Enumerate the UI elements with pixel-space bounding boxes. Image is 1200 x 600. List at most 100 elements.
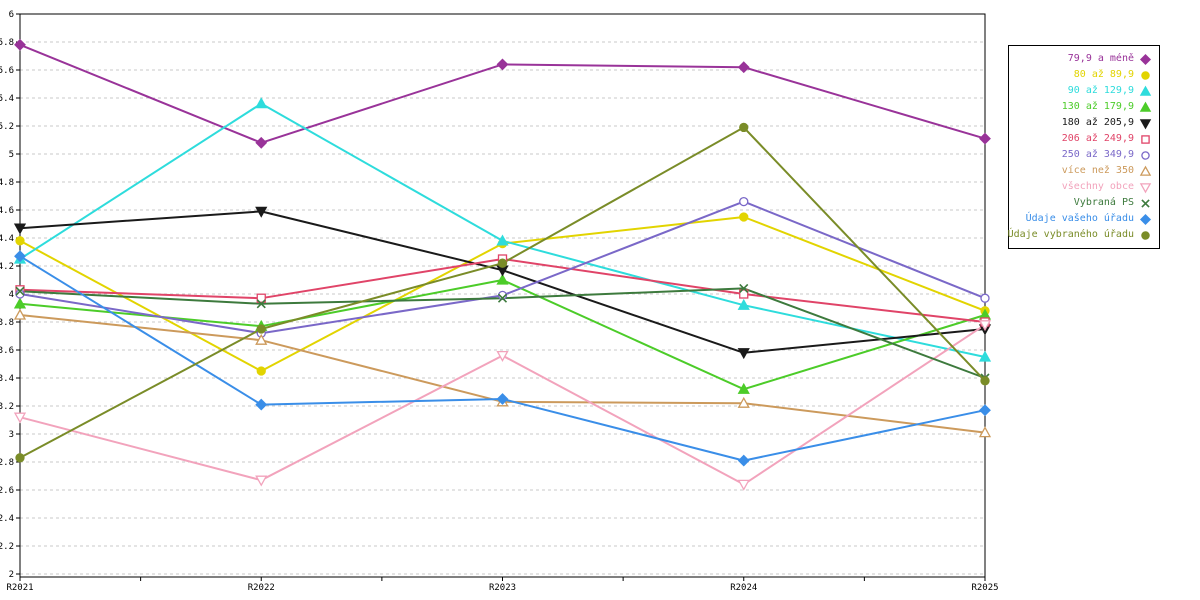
series-marker xyxy=(256,299,266,309)
legend-label: více než 350 xyxy=(1061,165,1134,176)
legend-label: všechny obce xyxy=(1061,181,1134,192)
x-axis-label: R2022 xyxy=(248,583,275,593)
series-marker xyxy=(1139,101,1152,112)
y-axis-label: 3.2 xyxy=(0,402,14,412)
y-axis-label: 2.2 xyxy=(0,542,14,552)
series-marker xyxy=(737,61,750,74)
legend-marker-triangle-down-icon xyxy=(1139,118,1152,129)
legend-item: 80 až 89,9 xyxy=(1014,67,1152,83)
series-marker xyxy=(737,454,750,467)
series-marker xyxy=(13,297,27,309)
series-marker xyxy=(980,376,990,386)
series-marker xyxy=(13,223,27,235)
legend-label: Údaje vybraného úřadu xyxy=(1007,229,1134,240)
y-axis-label: 3.4 xyxy=(0,374,14,384)
legend-item: 90 až 129,9 xyxy=(1014,83,1152,99)
series-marker xyxy=(15,236,25,246)
series-marker xyxy=(255,97,268,109)
series-marker xyxy=(737,348,750,360)
series-marker xyxy=(497,290,508,301)
y-axis-label: 2 xyxy=(9,570,14,580)
series-marker xyxy=(497,258,508,268)
x-axis-label: R2023 xyxy=(489,583,516,593)
legend-marker-triangle-down-icon xyxy=(1139,182,1152,193)
series-marker xyxy=(1139,213,1152,225)
y-axis-label: 4.4 xyxy=(0,234,14,244)
x-axis-label: R2021 xyxy=(6,583,33,593)
legend-marker-circle-icon xyxy=(1141,70,1150,80)
y-axis-label: 5.2 xyxy=(0,122,14,132)
series-marker xyxy=(737,382,750,394)
series-line xyxy=(19,314,986,434)
legend-item: 206 až 249,9 xyxy=(1014,131,1152,147)
legend-marker-diamond-icon xyxy=(1139,213,1152,225)
series-marker xyxy=(256,324,266,334)
series-marker xyxy=(15,286,25,296)
y-axis-label: 4.8 xyxy=(0,178,14,188)
legend-label: 206 až 249,9 xyxy=(1061,133,1134,144)
legend-label: 250 až 349,9 xyxy=(1061,149,1134,160)
series-marker xyxy=(978,320,992,332)
x-axis-label: R2024 xyxy=(730,583,757,593)
legend-marker-triangle-up-icon xyxy=(1139,101,1152,112)
series-marker xyxy=(1139,165,1152,176)
series-marker xyxy=(739,196,749,207)
legend-marker-triangle-up-icon xyxy=(1139,165,1152,176)
series-marker xyxy=(978,350,992,362)
series-marker xyxy=(255,475,268,487)
y-axis-label: 4 xyxy=(9,290,14,300)
series-marker xyxy=(1141,230,1150,240)
legend-label: Vybraná PS xyxy=(1073,197,1134,208)
legend-item: Údaje vybraného úřadu xyxy=(1008,227,1152,243)
y-axis-label: 4.6 xyxy=(0,206,14,216)
y-axis-label: 5.8 xyxy=(0,38,14,48)
series-marker xyxy=(1139,118,1152,129)
legend-item: Vybraná PS xyxy=(1014,195,1152,211)
series-marker xyxy=(496,350,509,362)
series-marker xyxy=(737,396,750,408)
legend-marker-circle-icon xyxy=(1141,150,1150,160)
series-marker xyxy=(14,38,26,51)
legend-label: 130 až 179,9 xyxy=(1061,101,1134,112)
legend-label: 80 až 89,9 xyxy=(1073,69,1134,80)
series-marker xyxy=(255,333,268,345)
x-axis-label: R2025 xyxy=(971,583,998,593)
y-axis-label: 2.8 xyxy=(0,458,14,468)
chart-legend: 79,9 a méně 80 až 89,9 90 až 129,9 130 až 1… xyxy=(1008,45,1160,249)
y-axis-label: 4.2 xyxy=(0,262,14,272)
y-axis-label: 2.6 xyxy=(0,486,14,496)
y-axis-label: 6 xyxy=(9,10,14,20)
legend-label: 79,9 a méně xyxy=(1067,53,1134,64)
series-marker xyxy=(1139,85,1152,96)
series-marker xyxy=(496,393,509,405)
series-marker xyxy=(497,293,508,303)
series-marker xyxy=(980,293,990,303)
legend-marker-triangle-up-icon xyxy=(1139,85,1152,96)
legend-marker-diamond-icon xyxy=(1139,53,1152,65)
legend-label: 180 až 205,9 xyxy=(1061,117,1134,128)
series-marker xyxy=(496,58,509,71)
series-marker xyxy=(979,132,991,145)
y-axis-label: 5.6 xyxy=(0,66,14,76)
series-line xyxy=(19,287,986,379)
series-marker xyxy=(739,212,749,222)
y-axis-label: 2.4 xyxy=(0,514,14,524)
series-marker xyxy=(1141,150,1150,160)
series-marker xyxy=(978,426,992,438)
y-axis-label: 5 xyxy=(9,150,14,160)
legend-marker-x-icon xyxy=(1141,198,1150,208)
series-marker xyxy=(13,308,27,320)
series-marker xyxy=(1139,182,1152,193)
series-marker xyxy=(255,398,268,411)
series-marker xyxy=(979,404,991,417)
series-marker xyxy=(256,293,266,303)
series-marker xyxy=(1141,198,1150,208)
series-marker xyxy=(737,479,750,491)
y-axis-label: 3.8 xyxy=(0,318,14,328)
series-marker xyxy=(739,122,749,133)
legend-marker-square-icon xyxy=(1141,134,1150,144)
legend-item: 130 až 179,9 xyxy=(1014,99,1152,115)
y-axis-label: 3 xyxy=(9,430,14,440)
series-marker xyxy=(1141,134,1150,144)
